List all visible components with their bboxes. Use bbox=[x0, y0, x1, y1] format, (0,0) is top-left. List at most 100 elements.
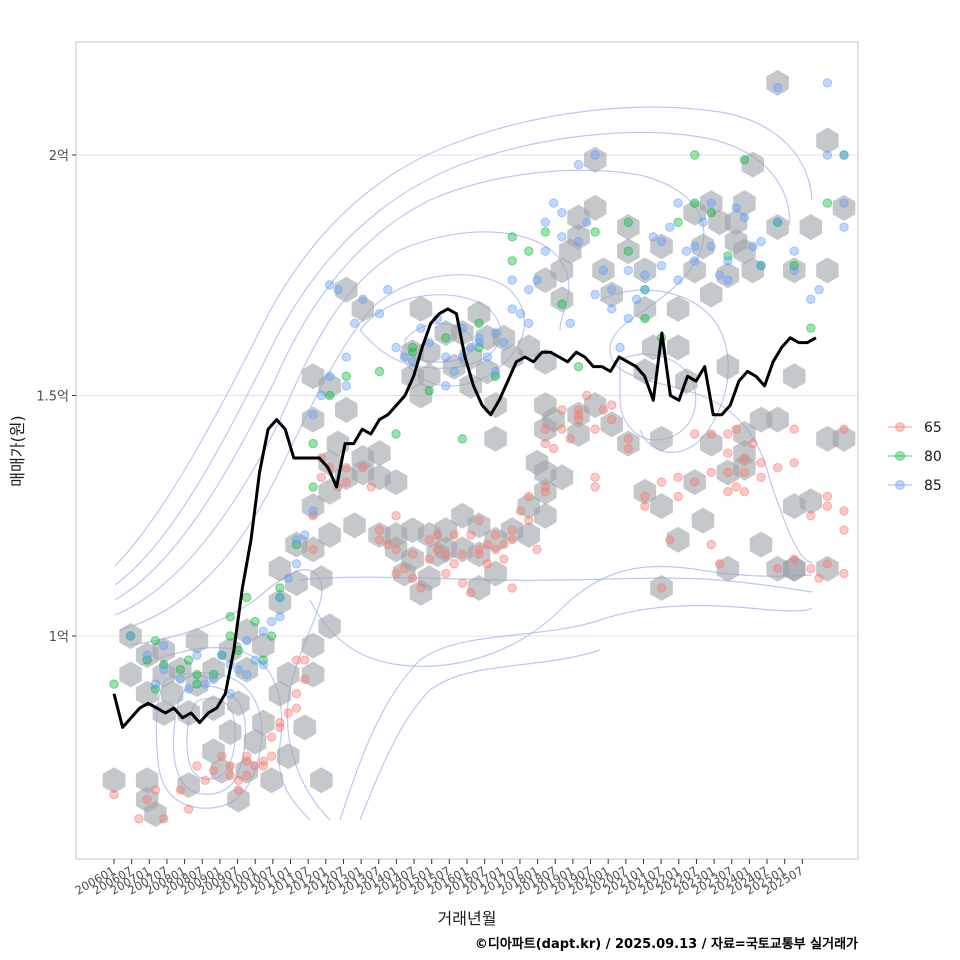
scatter-point-80 bbox=[266, 631, 277, 641]
scatter-point-80 bbox=[507, 232, 517, 242]
scatter-point-85 bbox=[648, 232, 658, 242]
hexbin bbox=[600, 281, 623, 308]
hexbin bbox=[351, 295, 375, 322]
scatter-point-65 bbox=[134, 814, 144, 824]
hexbin bbox=[650, 425, 673, 452]
scatter-point-80 bbox=[109, 679, 119, 689]
scatter-point-80 bbox=[192, 679, 202, 689]
y-tick-label: 1.5억 bbox=[36, 390, 69, 405]
scatter-point-80 bbox=[183, 655, 194, 665]
scatter-point-85 bbox=[524, 318, 534, 329]
scatter-point-80 bbox=[789, 260, 799, 271]
scatter-point-85 bbox=[673, 275, 683, 285]
hexbin bbox=[185, 627, 209, 654]
scatter-point-85 bbox=[772, 217, 783, 228]
scatter-point-80 bbox=[291, 539, 302, 550]
scatter-point-65 bbox=[540, 487, 551, 497]
scatter-point-85 bbox=[308, 410, 318, 420]
scatter-point-80 bbox=[391, 429, 401, 439]
hexbin bbox=[716, 262, 740, 289]
scatter-point-85 bbox=[822, 150, 833, 160]
hexbin bbox=[368, 440, 391, 467]
scatter-point-85 bbox=[242, 636, 252, 646]
hexbin bbox=[119, 661, 142, 688]
hexbin bbox=[335, 276, 358, 303]
contour-16 bbox=[359, 649, 601, 821]
scatter-point-65 bbox=[706, 467, 716, 478]
scatter-point-80 bbox=[142, 655, 152, 665]
scatter-point-65 bbox=[242, 770, 252, 781]
hexbin bbox=[160, 680, 184, 707]
y-tick-label: 2억 bbox=[49, 149, 69, 164]
scatter-point-85 bbox=[698, 217, 708, 228]
hexbin bbox=[700, 190, 723, 217]
scatter-point-80 bbox=[441, 333, 451, 343]
scatter-point-65 bbox=[449, 559, 459, 569]
hexbin bbox=[210, 757, 234, 784]
hexbin bbox=[434, 517, 458, 544]
scatter-point-65 bbox=[524, 515, 534, 526]
scatter-point-80 bbox=[150, 684, 161, 694]
scatter-point-85 bbox=[474, 333, 484, 343]
scatter-point-65 bbox=[474, 515, 484, 526]
hexbin bbox=[724, 209, 748, 236]
legend: 65 80 85 bbox=[888, 420, 942, 494]
scatter-point-65 bbox=[457, 549, 468, 559]
scatter-point-85 bbox=[474, 337, 484, 348]
hexbin bbox=[700, 430, 723, 457]
scatter-point-85 bbox=[291, 535, 302, 545]
hexbin bbox=[832, 425, 856, 452]
scatter-point-65 bbox=[565, 434, 575, 444]
scatter-point-85 bbox=[573, 236, 584, 247]
scatter-point-85 bbox=[183, 684, 194, 694]
hexbin bbox=[583, 194, 607, 221]
hexbin bbox=[467, 300, 491, 327]
scatter-point-65 bbox=[656, 583, 667, 593]
scatter-point-65 bbox=[706, 429, 716, 439]
scatter-point-65 bbox=[499, 554, 509, 564]
hexbin bbox=[666, 334, 690, 361]
scatter-point-65 bbox=[308, 544, 318, 555]
scatter-point-80 bbox=[225, 612, 235, 622]
scatter-point-80 bbox=[457, 434, 468, 444]
hexbin bbox=[766, 69, 789, 96]
hexbin bbox=[741, 151, 764, 178]
scatter-point-80 bbox=[175, 664, 186, 675]
hexbin bbox=[816, 127, 839, 154]
scatter-point-65 bbox=[474, 549, 484, 559]
scatter-point-85 bbox=[607, 284, 617, 295]
scatter-point-85 bbox=[449, 366, 459, 377]
scatter-point-85 bbox=[233, 664, 244, 675]
scatter-point-65 bbox=[233, 775, 244, 785]
scatter-point-65 bbox=[665, 535, 675, 545]
scatter-point-85 bbox=[250, 655, 260, 665]
scatter-point-85 bbox=[341, 381, 351, 391]
y-axis-title: 매매가(원) bbox=[8, 415, 27, 486]
median-price-line bbox=[112, 307, 817, 729]
scatter-point-65 bbox=[482, 539, 492, 550]
scatter-point-85 bbox=[441, 352, 451, 362]
scatter-point-85 bbox=[524, 284, 534, 295]
scatter-point-65 bbox=[466, 588, 476, 598]
scatter-point-80 bbox=[723, 251, 733, 261]
scatter-point-65 bbox=[391, 511, 401, 521]
scatter-point-85 bbox=[482, 352, 492, 362]
scatter-point-65 bbox=[739, 453, 750, 463]
scatter-point-65 bbox=[316, 472, 327, 482]
hexbin bbox=[691, 233, 715, 260]
scatter-point-65 bbox=[159, 814, 169, 824]
scatter-point-85 bbox=[208, 674, 219, 684]
hexbin bbox=[633, 358, 657, 385]
scatter-point-85 bbox=[814, 284, 824, 295]
scatter-point-85 bbox=[499, 337, 509, 348]
scatter-point-65 bbox=[739, 467, 750, 478]
scatter-point-85 bbox=[706, 198, 716, 208]
scatter-point-65 bbox=[341, 462, 351, 473]
scatter-point-85 bbox=[490, 366, 501, 377]
scatter-point-65 bbox=[374, 525, 385, 535]
scatter-point-65 bbox=[300, 655, 310, 665]
scatter-point-65 bbox=[150, 785, 161, 795]
hexbin bbox=[218, 719, 242, 746]
hexbin bbox=[301, 632, 325, 659]
scatter-point-65 bbox=[466, 530, 476, 540]
